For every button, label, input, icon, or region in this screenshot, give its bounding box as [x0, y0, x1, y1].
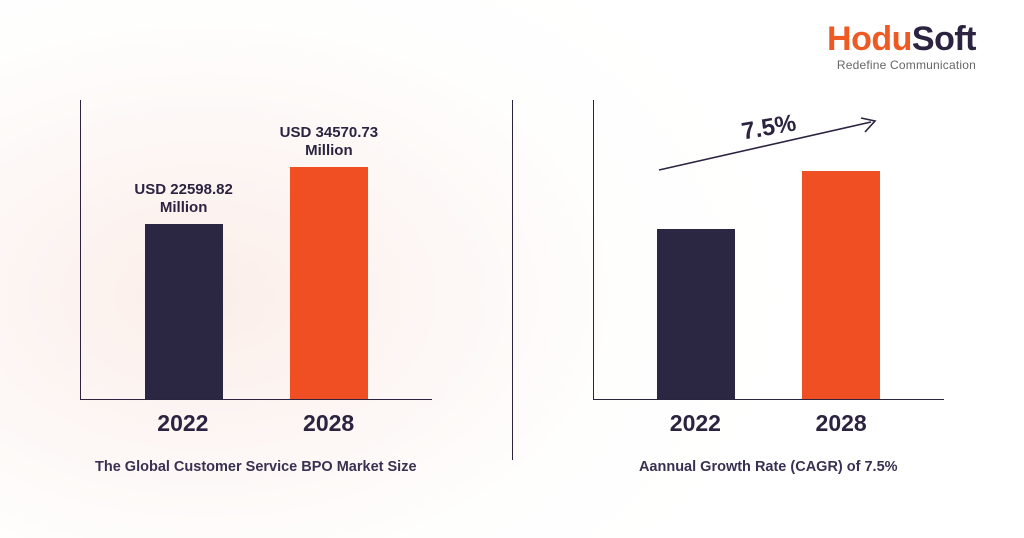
right-bar-2022-wrap [646, 229, 746, 399]
left-bar-2028-wrap: USD 34570.73 Million [279, 124, 379, 400]
brand-logo: HoduSoft Redefine Communication [827, 22, 976, 72]
left-xlabel-2022: 2022 [133, 410, 233, 437]
right-xlabel-2022: 2022 [645, 410, 745, 437]
left-bar-2028 [290, 167, 368, 399]
right-bar-2022 [657, 229, 735, 399]
right-xlabel-2028: 2028 [791, 410, 891, 437]
right-chart-area: 7.5% [593, 100, 945, 400]
right-bars [594, 100, 945, 399]
left-bar-2028-label: USD 34570.73 Million [280, 124, 378, 162]
right-panel: 7.5% 2022 2028 Aannual Growth Rate (CAGR… [513, 100, 1024, 508]
left-bar-2022-label: USD 22598.82 Million [134, 181, 232, 219]
right-x-axis: 2022 2028 [593, 410, 945, 437]
left-bars: USD 22598.82 Million USD 34570.73 Millio… [81, 100, 432, 399]
left-panel: USD 22598.82 Million USD 34570.73 Millio… [0, 100, 512, 508]
left-caption: The Global Customer Service BPO Market S… [60, 459, 452, 475]
left-bar-2022-wrap: USD 22598.82 Million [134, 181, 234, 400]
logo-tagline: Redefine Communication [827, 58, 976, 72]
right-bar-2028-wrap [791, 171, 891, 399]
left-bar-2022 [145, 224, 223, 399]
left-chart-area: USD 22598.82 Million USD 34570.73 Millio… [80, 100, 432, 400]
right-caption: Aannual Growth Rate (CAGR) of 7.5% [573, 459, 965, 475]
left-xlabel-2028: 2028 [279, 410, 379, 437]
logo-part1: Hodu [827, 20, 912, 58]
logo-wordmark: HoduSoft [827, 22, 976, 56]
right-bar-2028 [802, 171, 880, 399]
left-x-axis: 2022 2028 [80, 410, 432, 437]
panels-container: USD 22598.82 Million USD 34570.73 Millio… [0, 100, 1024, 508]
logo-part2: Soft [912, 20, 976, 58]
